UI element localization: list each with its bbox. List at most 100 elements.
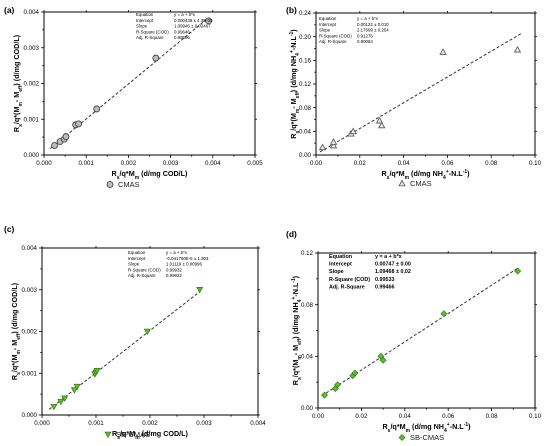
x-tick-label: 0.00 — [312, 413, 325, 420]
legend-label: CMAS — [410, 179, 432, 188]
data-point — [351, 369, 359, 377]
y-tick-label: 0.003 — [22, 287, 38, 294]
data-point — [321, 391, 328, 399]
x-tick-label: 0.08 — [485, 160, 498, 167]
x-tick-label: 0.000 — [34, 420, 50, 427]
equation-row-value: 0.99596 — [174, 35, 190, 40]
x-tick-label: 0.06 — [442, 413, 455, 420]
y-tick-label: 0.04 — [299, 129, 312, 136]
equation-row-label: Slope — [136, 24, 148, 29]
equation-row-value: 0.91276 — [357, 33, 373, 38]
data-point — [143, 328, 151, 336]
y-tick-label: 0.002 — [22, 329, 38, 336]
data-point — [439, 48, 447, 55]
equation-row-value: 1.09468 ± 0.02 — [375, 269, 411, 275]
equation-row-label: Slope — [319, 28, 331, 33]
x-tick-label: 0.000 — [36, 160, 52, 167]
data-point — [70, 387, 78, 394]
y-axis-label: Rs/q*(Mm- Meff) (d/mg NH4+-N.L-1) — [289, 29, 301, 139]
data-point — [379, 356, 387, 364]
y-axis-label: Rs/q*(Mm- Meff) (d/mg COD/L) — [12, 34, 24, 132]
data-point — [73, 383, 81, 391]
equation-row-label: R-Square (COD) — [128, 267, 161, 272]
data-point — [378, 121, 386, 129]
y-tick-label: 0.20 — [299, 34, 312, 41]
x-tick-label: 0.00 — [310, 160, 323, 167]
equation-heading-label: Equation — [329, 254, 352, 260]
equation-heading-value: y = a + b*x — [375, 254, 402, 260]
legend-marker — [398, 179, 406, 187]
y-tick-label: 0.16 — [299, 58, 312, 65]
panel-b: 0.00 0.02 0.04 0.06 0.08 0.10 0.00 0.04 0.08 0.12… — [289, 10, 542, 188]
equation-row-label: Intercept — [128, 256, 146, 261]
y-axis-label: Rs/q*(Mm- Meff) (d/mg NH4+-N.L-1) — [291, 275, 303, 385]
panel-label-b: (b) — [286, 5, 297, 15]
panel-a: 0.000 0.001 0.002 0.003 0.004 0.005 0.000 0.001… — [12, 9, 263, 189]
equation-row-label: Adj. R-Square — [136, 35, 164, 40]
y-tick-label: 0.04 — [301, 354, 314, 361]
data-point — [62, 133, 70, 140]
equation-row-value: 0.00122 ± 0.010 — [357, 22, 389, 27]
data-point — [50, 403, 58, 411]
equation-heading-value: y = a + b*x — [166, 250, 188, 255]
x-tick-label: 0.02 — [354, 160, 367, 167]
data-point — [329, 138, 338, 145]
equation-row-value: 1.09946 ± 0.02467 — [174, 24, 211, 29]
data-point — [61, 395, 69, 402]
fit-line — [48, 291, 200, 410]
y-tick-label: 0.002 — [24, 81, 40, 88]
y-tick-label: 0.003 — [24, 45, 40, 52]
legend-marker — [104, 431, 112, 439]
equation-row-label: Adj. R-Square — [319, 39, 347, 44]
data-point — [75, 120, 83, 128]
y-tick-label: 0.004 — [24, 9, 40, 16]
data-point — [349, 127, 357, 135]
x-tick-label: 0.10 — [529, 160, 542, 167]
equation-row-label: Slope — [329, 269, 344, 275]
data-point — [514, 267, 522, 275]
y-tick-label: 0.08 — [299, 105, 312, 112]
y-tick-label: 0.12 — [299, 81, 312, 88]
equation-row-value: 0.000438 ± 4.3E-05 — [174, 18, 213, 23]
data-point — [93, 368, 101, 375]
equation-row-value: 0.99466 — [375, 284, 395, 290]
fit-line — [319, 32, 522, 153]
x-tick-label: 0.004 — [250, 420, 266, 427]
x-tick-label: 0.003 — [196, 420, 212, 427]
panel-d: 0.00 0.02 0.04 0.06 0.08 0.10 0.00 0.04 0.08 0.12… — [291, 250, 542, 442]
x-axis-label: Rs/q*Mm (d/mg COD/L) — [112, 429, 189, 441]
panel-label-c: (c) — [4, 224, 15, 234]
data-point — [329, 141, 338, 149]
x-tick-label: 0.001 — [78, 160, 94, 167]
x-axis-label: Rs/q*Mm (d/mg COD/L) — [112, 169, 189, 181]
equation-heading-label: Equation — [319, 16, 337, 21]
data-point — [513, 45, 522, 53]
equation-row-label: Slope — [128, 262, 140, 267]
x-tick-label: 0.04 — [398, 160, 411, 167]
x-tick-label: 0.10 — [529, 413, 542, 420]
equation-row-label: Intercept — [136, 18, 154, 23]
equation-row-value: 2.17699 ± 0.254 — [357, 28, 389, 33]
fit-line — [321, 267, 518, 397]
x-tick-label: 0.002 — [121, 160, 137, 167]
legend-label: CMAS — [118, 180, 140, 189]
equation-row-value: 0.99922 — [166, 273, 182, 278]
equation-heading-label: Equation — [128, 250, 146, 255]
equation-row-label: R-Square (COD) — [319, 33, 352, 38]
x-tick-label: 0.005 — [247, 160, 263, 167]
y-tick-label: 0.24 — [299, 10, 312, 17]
data-point — [152, 54, 160, 62]
y-tick-label: 0.004 — [22, 245, 38, 252]
y-tick-label: 0.12 — [301, 250, 314, 257]
y-tick-label: 0.001 — [22, 370, 38, 377]
equation-row-value: 1.01119 ± 0.00996 — [166, 262, 202, 267]
equation-row-value: 0.99533 — [375, 277, 395, 283]
y-tick-label: 0.08 — [301, 302, 314, 309]
x-tick-label: 0.001 — [88, 420, 104, 427]
x-axis-label: Rs/q*Mm (d/mg NH4+-N.L-1) — [382, 422, 471, 434]
equation-row-label: Intercept — [329, 262, 352, 268]
x-axis-label: Rs/q*Mm (d/mg NH4+-N.L-1) — [381, 169, 470, 181]
x-tick-label: 0.003 — [163, 160, 179, 167]
equation-row-value: 0.00747 ± 0.00 — [375, 262, 411, 268]
